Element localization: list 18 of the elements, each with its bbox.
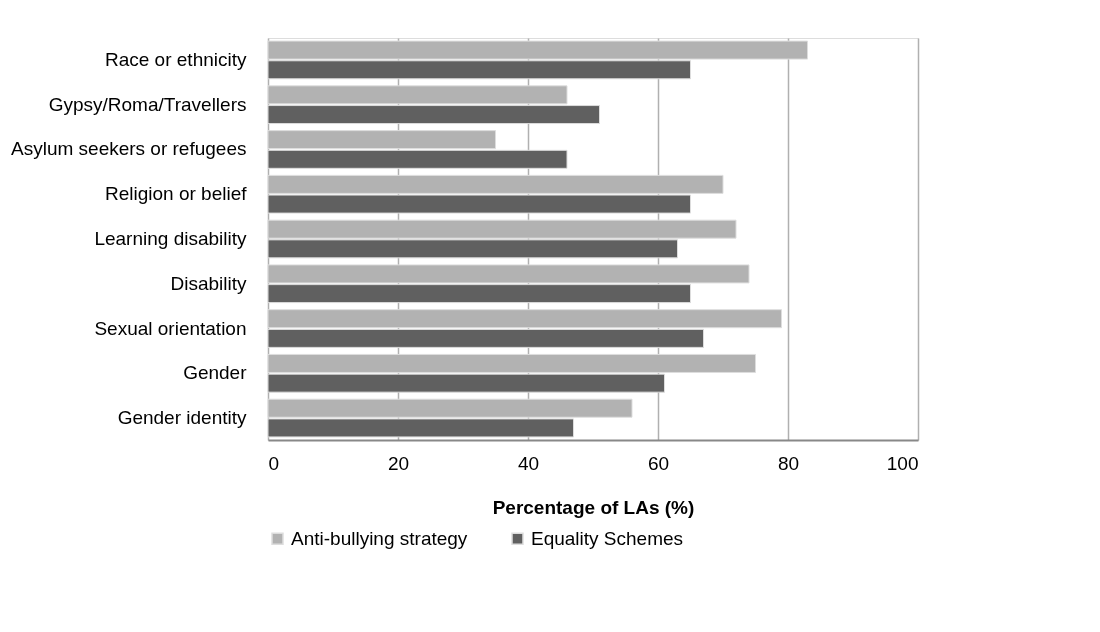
y-tick-label: Gender identity — [117, 407, 247, 429]
y-tick-label: Learning disability — [94, 228, 247, 249]
y-tick-label: Religion or belief — [104, 183, 248, 205]
y-tick-label: Disability — [170, 272, 247, 294]
x-tick-label: 100 — [886, 452, 919, 474]
y-tick-label: Sexual orientation — [94, 317, 247, 339]
y-tick-label: Asylum seekers or refugees — [11, 138, 247, 160]
x-tick-label: 80 — [777, 452, 800, 474]
x-tick-label: 40 — [517, 452, 540, 474]
legend-label: Anti-bullying strategy — [291, 527, 468, 549]
y-tick-label: Gender — [183, 362, 248, 384]
y-tick-label: Race or ethnicity — [104, 48, 247, 70]
y-tick-label: Gypsy/Roma/Travellers — [48, 93, 247, 115]
x-tick-label: 60 — [647, 452, 670, 474]
x-tick-label: 0 — [268, 452, 280, 474]
x-axis-title: Percentage of LAs (%) — [492, 496, 695, 518]
x-tick-label: 20 — [387, 452, 410, 474]
legend-label: Equality Schemes — [531, 527, 684, 549]
